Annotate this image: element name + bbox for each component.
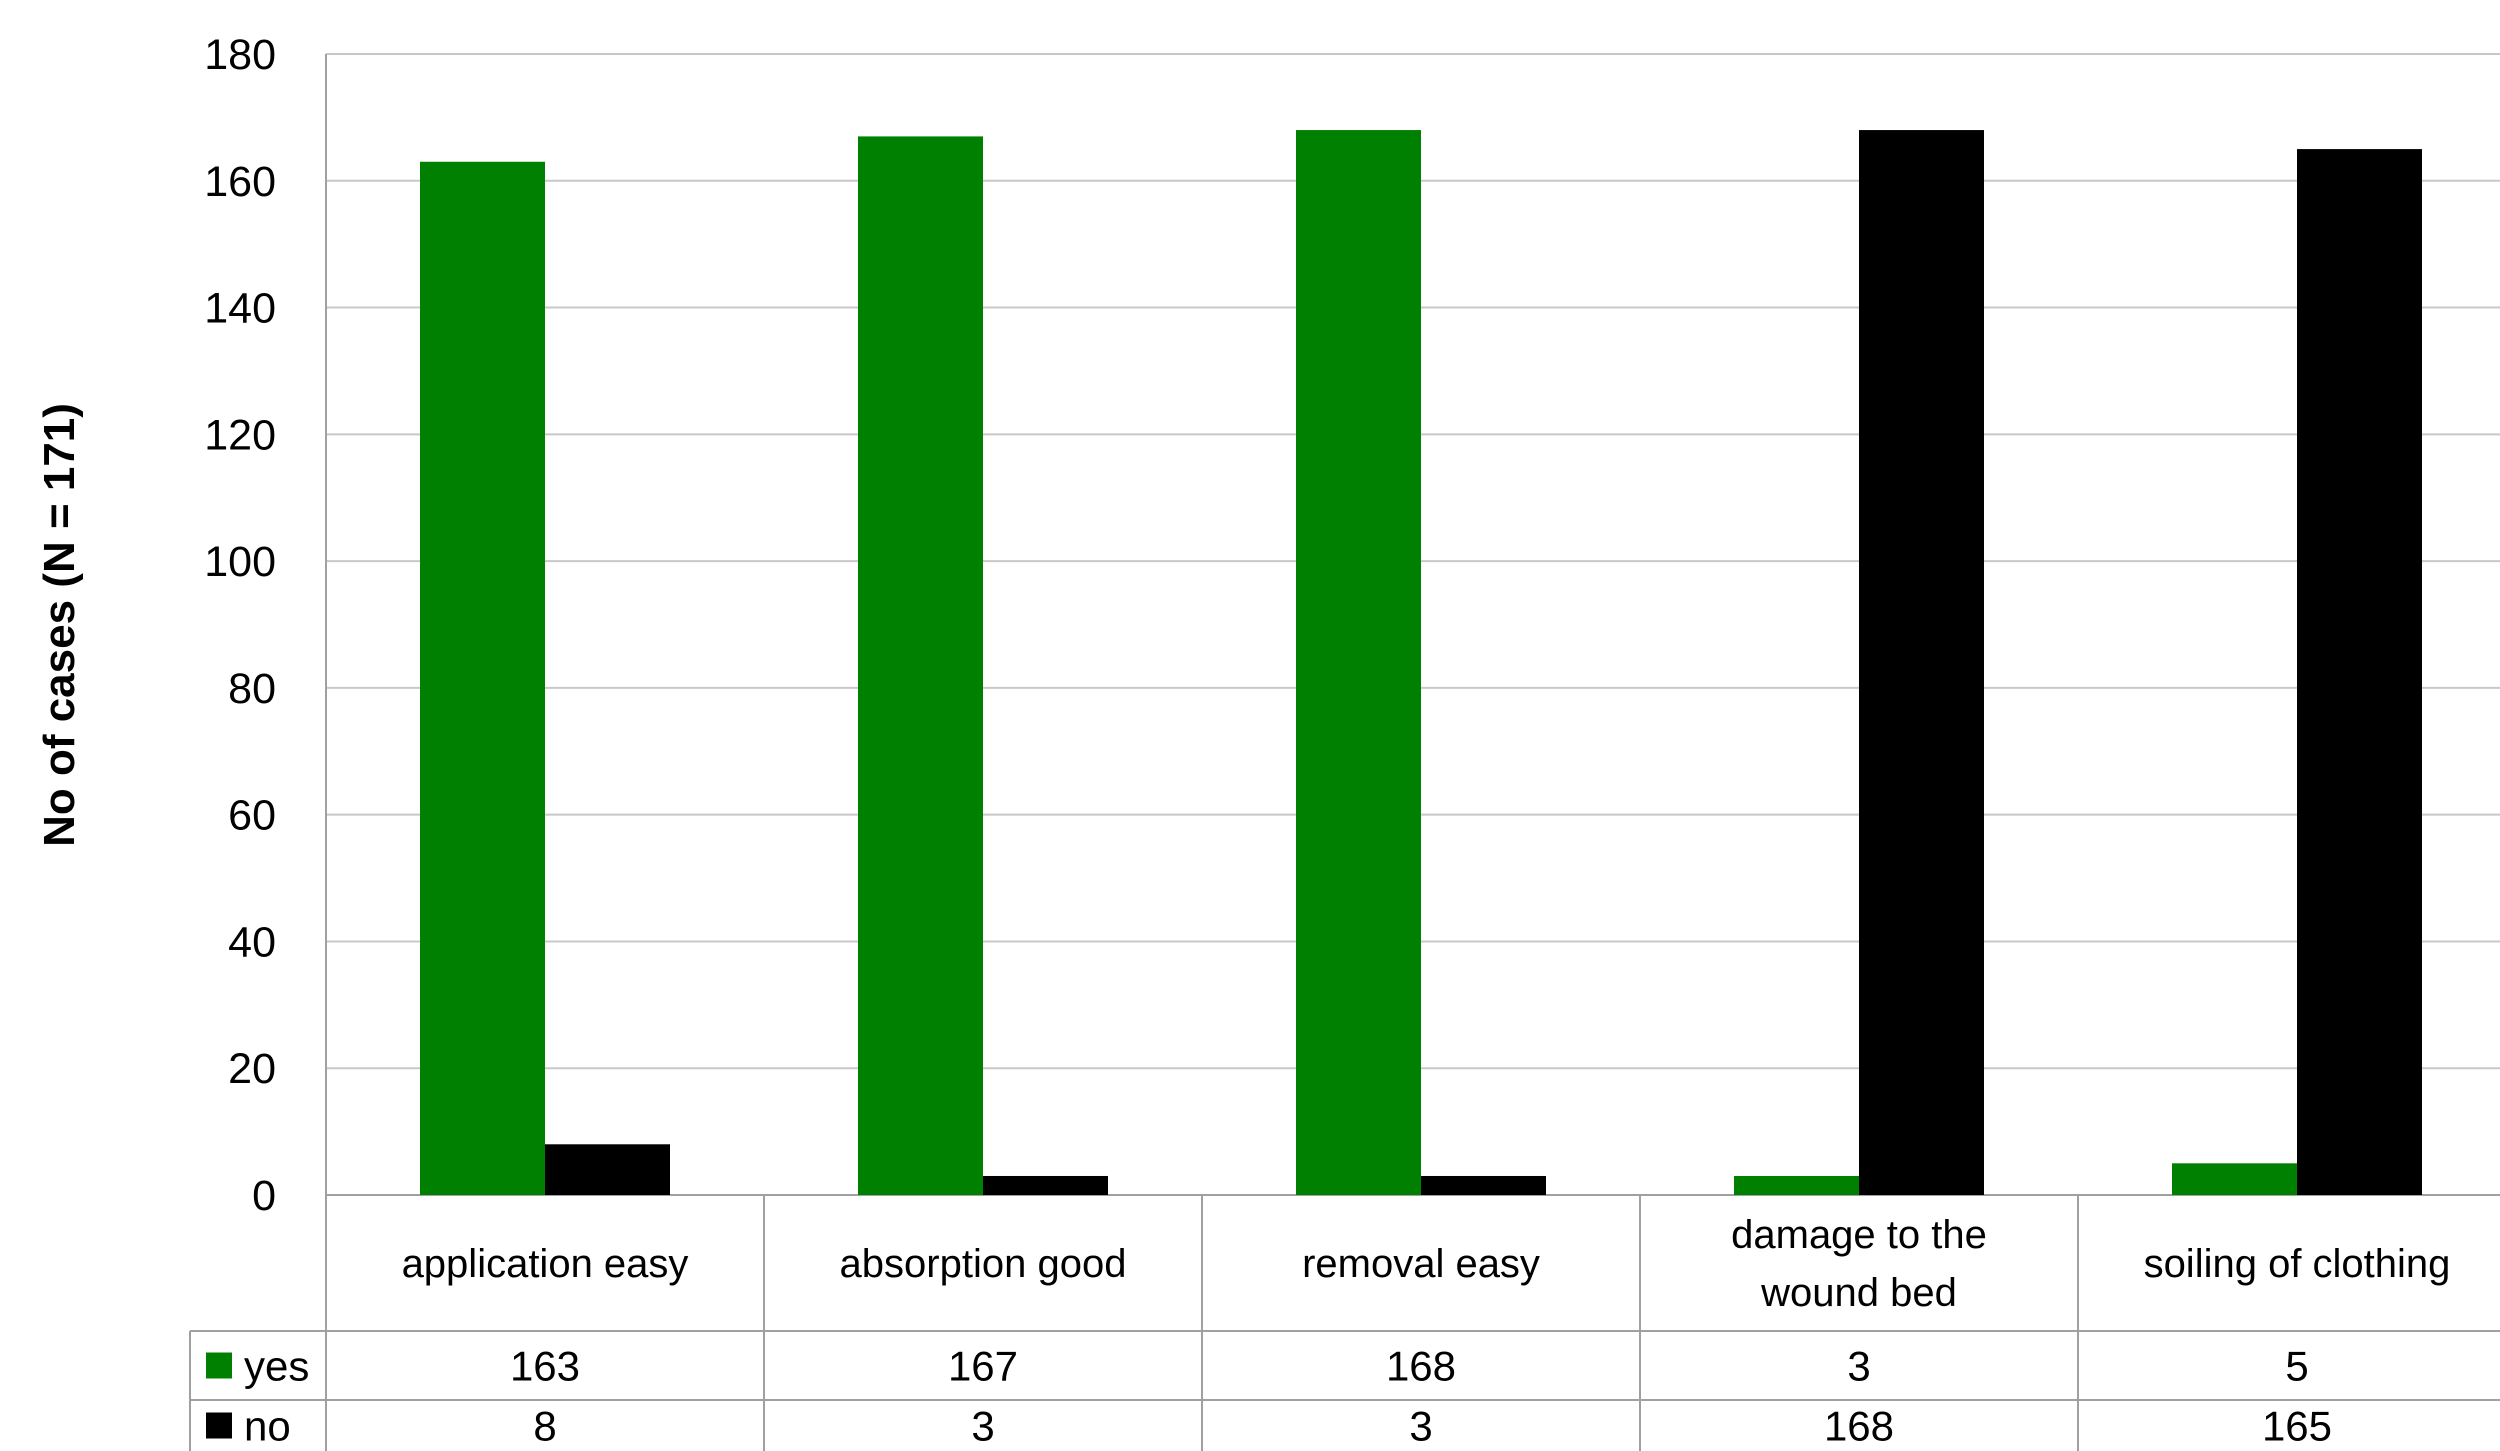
y-tick-label: 120 [204, 411, 276, 459]
bar-no [1859, 130, 1984, 1196]
bar-yes [2172, 1163, 2297, 1195]
table-cell-value: 165 [2262, 1403, 2332, 1450]
bar-no [983, 1175, 1108, 1195]
legend-label-yes: yes [244, 1343, 309, 1390]
y-tick-label: 140 [204, 285, 276, 333]
y-tick-label: 180 [204, 31, 276, 79]
table-cell-value: 5 [2285, 1343, 2308, 1390]
category-label: soiling of clothing [2144, 1242, 2451, 1286]
category-label: absorption good [840, 1242, 1127, 1286]
legend-swatch-no [206, 1412, 232, 1439]
y-tick-label: 100 [204, 538, 276, 586]
y-axis-title: No of cases (N = 171) [35, 403, 84, 847]
category-label: damage to the [1731, 1213, 1987, 1257]
bar-yes [1296, 130, 1421, 1196]
table-cell-value: 3 [1847, 1343, 1870, 1390]
table-cell-value: 3 [971, 1403, 994, 1450]
category-label: application easy [402, 1242, 689, 1286]
table-cell-value: 3 [1409, 1403, 1432, 1450]
bar-no [2297, 149, 2422, 1195]
y-tick-label: 0 [252, 1172, 276, 1220]
table-cell-value: 168 [1824, 1403, 1894, 1450]
bar-yes [858, 136, 983, 1196]
bars [420, 130, 2422, 1196]
y-tick-label: 80 [228, 665, 276, 713]
legend-label-no: no [244, 1403, 291, 1450]
y-tick-label: 60 [228, 792, 276, 840]
category-label: wound bed [1760, 1271, 1957, 1315]
data-table: application easy absorption good removal e… [189, 1195, 2500, 1451]
bar-no [1421, 1175, 1546, 1195]
table-cell-value: 8 [533, 1403, 556, 1450]
y-axis: 0 20 40 60 80 100 120 140 160 180 [204, 31, 276, 1220]
table-cell-value: 167 [948, 1343, 1018, 1390]
table-cell-value: 163 [510, 1343, 580, 1390]
legend-swatch-yes [206, 1352, 232, 1379]
table-cell-value: 168 [1386, 1343, 1456, 1390]
bar-yes [420, 161, 545, 1195]
y-tick-label: 40 [228, 918, 276, 966]
y-tick-label: 20 [228, 1045, 276, 1093]
bar-yes [1734, 1175, 1859, 1195]
category-label: removal easy [1302, 1242, 1540, 1286]
y-tick-label: 160 [204, 158, 276, 206]
bar-no [545, 1144, 670, 1195]
